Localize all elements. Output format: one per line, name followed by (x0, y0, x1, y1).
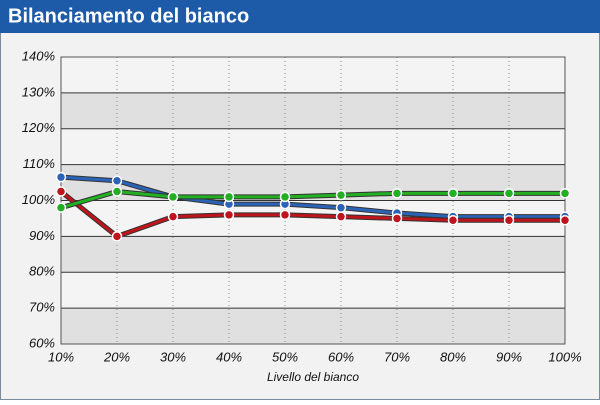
y-tick-label: 120% (22, 120, 55, 135)
series-line (60, 175, 565, 219)
y-tick-label: 60% (29, 335, 55, 350)
x-tick-label: 50% (272, 349, 298, 364)
x-tick-label: 30% (160, 349, 186, 364)
data-point (335, 211, 347, 222)
data-point (55, 186, 67, 197)
y-tick-label: 80% (29, 264, 55, 279)
data-point (391, 188, 403, 199)
data-point (503, 188, 515, 199)
x-tick-label: 70% (384, 349, 410, 364)
data-point (559, 188, 571, 199)
x-tick-label: 20% (103, 349, 130, 364)
data-point (167, 191, 179, 203)
data-point (223, 209, 235, 221)
data-point (55, 171, 67, 183)
y-tick-label: 130% (22, 84, 55, 99)
x-tick-label: 40% (216, 349, 242, 364)
data-point (111, 231, 123, 242)
plot-border (60, 56, 566, 345)
x-tick-label: 100% (548, 349, 581, 364)
x-tick-label: 60% (328, 349, 354, 364)
data-point (279, 191, 291, 203)
y-tick-label: 110% (23, 156, 55, 171)
data-point (447, 188, 459, 199)
data-point (559, 214, 571, 226)
grid-band (61, 308, 565, 344)
header (0, 0, 600, 33)
y-tick-label: 90% (29, 228, 55, 243)
data-point (55, 202, 67, 213)
plot-area: 60% 70% 80% 90% 100% 110% 120% 130% 140% 10% 20% 30… (22, 48, 582, 364)
data-point (335, 202, 347, 213)
data-point (111, 186, 123, 197)
x-tick-label: 90% (496, 349, 522, 364)
x-tick-label: 10% (48, 349, 74, 364)
data-point (279, 209, 291, 221)
x-axis-label: Livello del bianco (267, 370, 359, 384)
x-tick-label: 80% (440, 349, 466, 364)
series-line (60, 190, 565, 210)
data-point (503, 214, 515, 226)
y-tick-label: 70% (29, 300, 55, 315)
grid-band (61, 92, 565, 129)
data-point (391, 213, 403, 224)
chart-title: Bilanciamento del bianco (8, 5, 249, 27)
series-line (60, 190, 565, 238)
data-point (223, 191, 235, 203)
data-point (335, 189, 347, 201)
data-point (111, 175, 123, 187)
data-point (447, 214, 459, 226)
y-tick-label: 140% (22, 48, 55, 63)
y-tick-label: 100% (22, 192, 55, 207)
grid-band (61, 236, 565, 273)
data-point (167, 211, 179, 222)
